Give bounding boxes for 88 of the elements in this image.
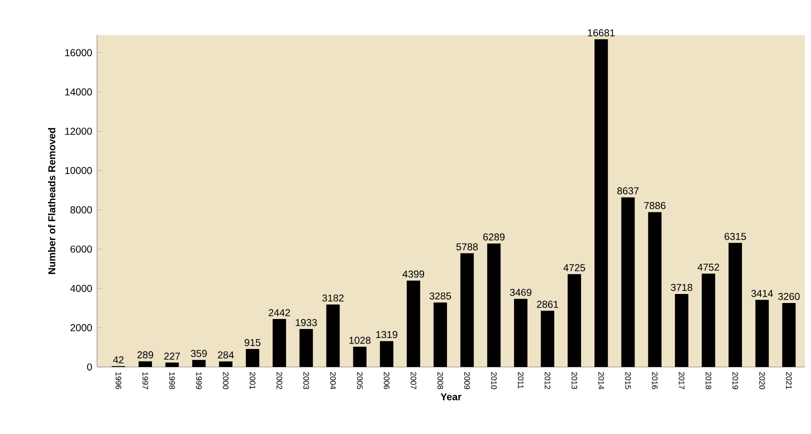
x-tick-label: 2021 xyxy=(786,372,792,390)
data-label: 3285 xyxy=(430,292,451,300)
x-axis-title: Year xyxy=(440,393,462,400)
data-label: 8637 xyxy=(617,187,639,194)
bar xyxy=(165,362,179,367)
x-tick-label: 2011 xyxy=(518,372,524,389)
bar xyxy=(514,298,528,367)
x-tick-label: 2003 xyxy=(303,372,310,390)
data-label: 3469 xyxy=(510,288,532,296)
x-tick-label: 1997 xyxy=(142,372,148,390)
x-tick-label: 2002 xyxy=(276,372,282,390)
x-tick-label: 2020 xyxy=(759,372,765,390)
y-tick-label: 4000 xyxy=(70,284,92,292)
x-tick-label: 1998 xyxy=(169,372,175,390)
y-tick-label: 6000 xyxy=(70,246,92,253)
data-label: 42 xyxy=(113,356,124,364)
bar xyxy=(246,349,260,367)
x-tick-label: 2014 xyxy=(598,372,604,390)
data-label: 2861 xyxy=(536,300,558,308)
data-label: 7886 xyxy=(644,202,666,210)
y-tick-label: 0 xyxy=(87,363,92,371)
x-tick-label: 2005 xyxy=(356,372,363,390)
bar xyxy=(782,302,796,367)
data-label: 3260 xyxy=(778,292,800,300)
data-label: 284 xyxy=(218,351,234,358)
data-label: 16681 xyxy=(588,29,615,36)
y-tick-label: 2000 xyxy=(70,324,92,332)
bar xyxy=(755,300,769,367)
data-label: 4399 xyxy=(402,270,424,278)
data-label: 4725 xyxy=(563,264,586,272)
x-tick-label: 2009 xyxy=(464,372,470,390)
bar xyxy=(326,304,340,367)
bar xyxy=(568,274,582,367)
x-tick-label: 2019 xyxy=(732,372,738,390)
y-tick-label: 12000 xyxy=(65,128,92,135)
data-label: 915 xyxy=(244,338,260,346)
y-tick-label: 16000 xyxy=(65,49,92,56)
data-label: 289 xyxy=(137,351,154,358)
data-label: 1028 xyxy=(349,336,371,344)
x-tick-label: 2007 xyxy=(410,372,416,390)
x-tick-label: 2004 xyxy=(330,372,336,390)
bar xyxy=(434,302,447,367)
data-label: 3414 xyxy=(751,290,773,297)
bar xyxy=(540,310,554,367)
bar xyxy=(674,294,688,367)
bar xyxy=(487,243,501,367)
data-label: 6289 xyxy=(483,233,505,241)
x-tick-label: 2008 xyxy=(437,372,444,390)
x-tick-label: 2001 xyxy=(250,372,256,390)
x-tick-label: 2000 xyxy=(222,372,229,390)
x-tick-label: 2016 xyxy=(652,372,658,390)
data-label: 4752 xyxy=(698,264,720,271)
bar xyxy=(192,360,206,367)
x-tick-label: 2006 xyxy=(384,372,390,390)
data-label: 1933 xyxy=(296,318,317,326)
y-tick-label: 14000 xyxy=(65,88,92,96)
bar xyxy=(648,212,662,367)
bar xyxy=(621,197,635,367)
bar xyxy=(272,319,286,367)
x-tick-label: 1999 xyxy=(196,372,202,390)
bar xyxy=(380,341,394,367)
data-label: 5788 xyxy=(456,243,478,250)
data-label: 227 xyxy=(164,352,180,360)
bar xyxy=(594,39,608,367)
data-label: 3718 xyxy=(670,284,692,292)
data-label: 2442 xyxy=(268,309,290,316)
bar xyxy=(138,361,152,367)
x-tick-label: 2013 xyxy=(572,372,578,390)
bar xyxy=(460,253,474,367)
y-tick-label: 10000 xyxy=(65,167,92,174)
x-tick-label: 2012 xyxy=(544,372,550,390)
x-tick-label: 2018 xyxy=(706,372,712,390)
data-label: 3182 xyxy=(322,294,344,302)
data-label: 359 xyxy=(190,350,207,358)
y-tick-label: 8000 xyxy=(70,206,92,214)
x-tick-label: 2010 xyxy=(491,372,497,390)
bar xyxy=(219,361,232,367)
bar xyxy=(702,274,716,367)
y-axis-title: Number of Flatheads Removed xyxy=(48,128,56,274)
bar xyxy=(353,346,367,367)
data-label: 1319 xyxy=(376,331,398,338)
bar xyxy=(728,242,742,367)
bar xyxy=(406,280,420,367)
x-tick-label: 2017 xyxy=(678,372,684,390)
x-tick-label: 1996 xyxy=(116,372,122,390)
bar xyxy=(299,329,313,367)
x-tick-label: 2015 xyxy=(625,372,631,390)
data-label: 6315 xyxy=(724,232,746,240)
